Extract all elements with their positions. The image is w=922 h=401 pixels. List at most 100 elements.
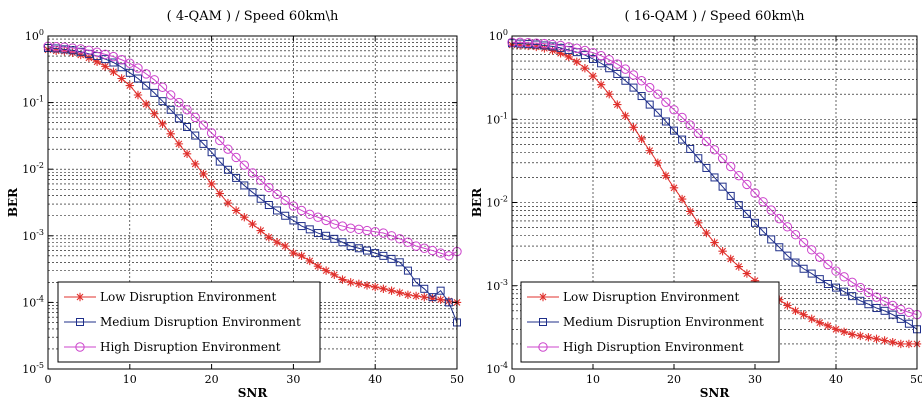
series-line: [512, 41, 918, 316]
data-point: [305, 225, 314, 234]
data-point: [888, 337, 897, 347]
x-tick-label: 30: [748, 373, 762, 386]
data-point: [823, 279, 832, 288]
data-point: [288, 201, 299, 211]
data-point: [108, 51, 119, 62]
data-point: [726, 161, 736, 172]
data-point: [387, 286, 396, 295]
data-point: [605, 64, 614, 73]
data-point: [798, 237, 809, 248]
data-point: [831, 266, 841, 276]
series-line: [47, 47, 458, 323]
data-point: [661, 97, 671, 107]
data-point: [240, 181, 249, 190]
x-tick-label: 50: [450, 373, 464, 386]
x-tick-label: 20: [667, 373, 681, 386]
data-point: [831, 325, 841, 334]
data-point: [807, 314, 816, 324]
data-point: [645, 146, 654, 155]
data-point: [428, 294, 437, 303]
legend-marker: [75, 292, 85, 302]
data-point: [174, 97, 184, 108]
data-point: [678, 135, 687, 144]
data-point: [864, 300, 873, 309]
chart-title: ( 16-QAM ) / Speed 60km\h: [625, 9, 806, 24]
data-point: [751, 218, 759, 227]
data-point: [395, 288, 404, 297]
data-point: [710, 238, 719, 247]
data-point: [628, 70, 639, 80]
data-point: [767, 235, 776, 244]
data-point: [92, 57, 102, 66]
data-point: [904, 319, 913, 328]
data-point: [297, 222, 306, 231]
legend: Low Disruption Environment Medium Disrupt…: [57, 281, 321, 363]
data-point: [742, 179, 752, 190]
data-point: [645, 100, 654, 109]
data-point: [395, 234, 405, 244]
data-point: [305, 256, 314, 266]
y-tick-label: 10-3: [22, 228, 44, 243]
legend-item-2: Medium Disruption Environment: [527, 315, 764, 329]
data-point: [718, 182, 727, 191]
data-point: [84, 53, 94, 63]
data-point: [378, 228, 389, 238]
series-line: [47, 45, 458, 257]
data-point: [612, 59, 622, 69]
data-point: [363, 246, 372, 255]
data-point: [444, 296, 454, 306]
data-point: [199, 169, 208, 179]
legend-label: High Disruption Environment: [100, 340, 281, 354]
data-point: [791, 306, 800, 316]
y-axis-label: BER: [470, 187, 484, 217]
data-point: [420, 292, 429, 302]
y-tick-label: 10-2: [22, 161, 44, 176]
data-point: [158, 97, 167, 106]
data-point: [669, 183, 679, 193]
data-point: [815, 318, 824, 327]
data-point: [256, 226, 265, 235]
data-point: [564, 52, 573, 62]
data-point: [621, 76, 630, 85]
data-point: [670, 126, 678, 135]
data-point: [613, 100, 622, 109]
data-point: [436, 286, 445, 295]
x-axis-label: SNR: [700, 386, 731, 400]
data-point: [289, 216, 298, 225]
data-point: [403, 290, 413, 300]
y-tick-label: 100: [25, 28, 44, 43]
x-tick-label: 10: [586, 373, 600, 386]
data-point: [256, 194, 265, 203]
data-point: [296, 205, 307, 216]
data-point: [855, 282, 865, 293]
data-point: [799, 310, 808, 319]
data-point: [386, 231, 397, 241]
x-tick-label: 20: [205, 373, 219, 386]
data-point: [896, 339, 905, 349]
data-point: [166, 90, 176, 100]
data-point: [548, 46, 557, 55]
data-point: [436, 295, 445, 304]
data-point: [839, 272, 849, 282]
data-point: [428, 293, 437, 302]
data-point: [677, 194, 687, 204]
data-point: [790, 230, 801, 240]
data-point: [896, 304, 906, 315]
data-point: [427, 245, 438, 256]
data-point: [645, 82, 655, 93]
data-point: [206, 128, 217, 138]
data-point: [613, 69, 622, 78]
data-point: [231, 152, 241, 163]
data-point: [255, 175, 266, 186]
data-point: [330, 234, 339, 243]
data-point: [605, 89, 614, 99]
data-point: [411, 291, 421, 301]
data-point: [174, 139, 184, 149]
legend-box: [57, 281, 321, 363]
data-point: [232, 173, 241, 182]
chart-panel-2: 0 10 20 30 40 50 100 10-1 10-2 10-3 10-4 ( 16-QAM )…: [470, 9, 922, 400]
data-point: [596, 50, 606, 61]
legend-marker: [538, 342, 548, 352]
y-tick-label: 10-5: [22, 361, 44, 376]
data-point: [191, 131, 200, 140]
